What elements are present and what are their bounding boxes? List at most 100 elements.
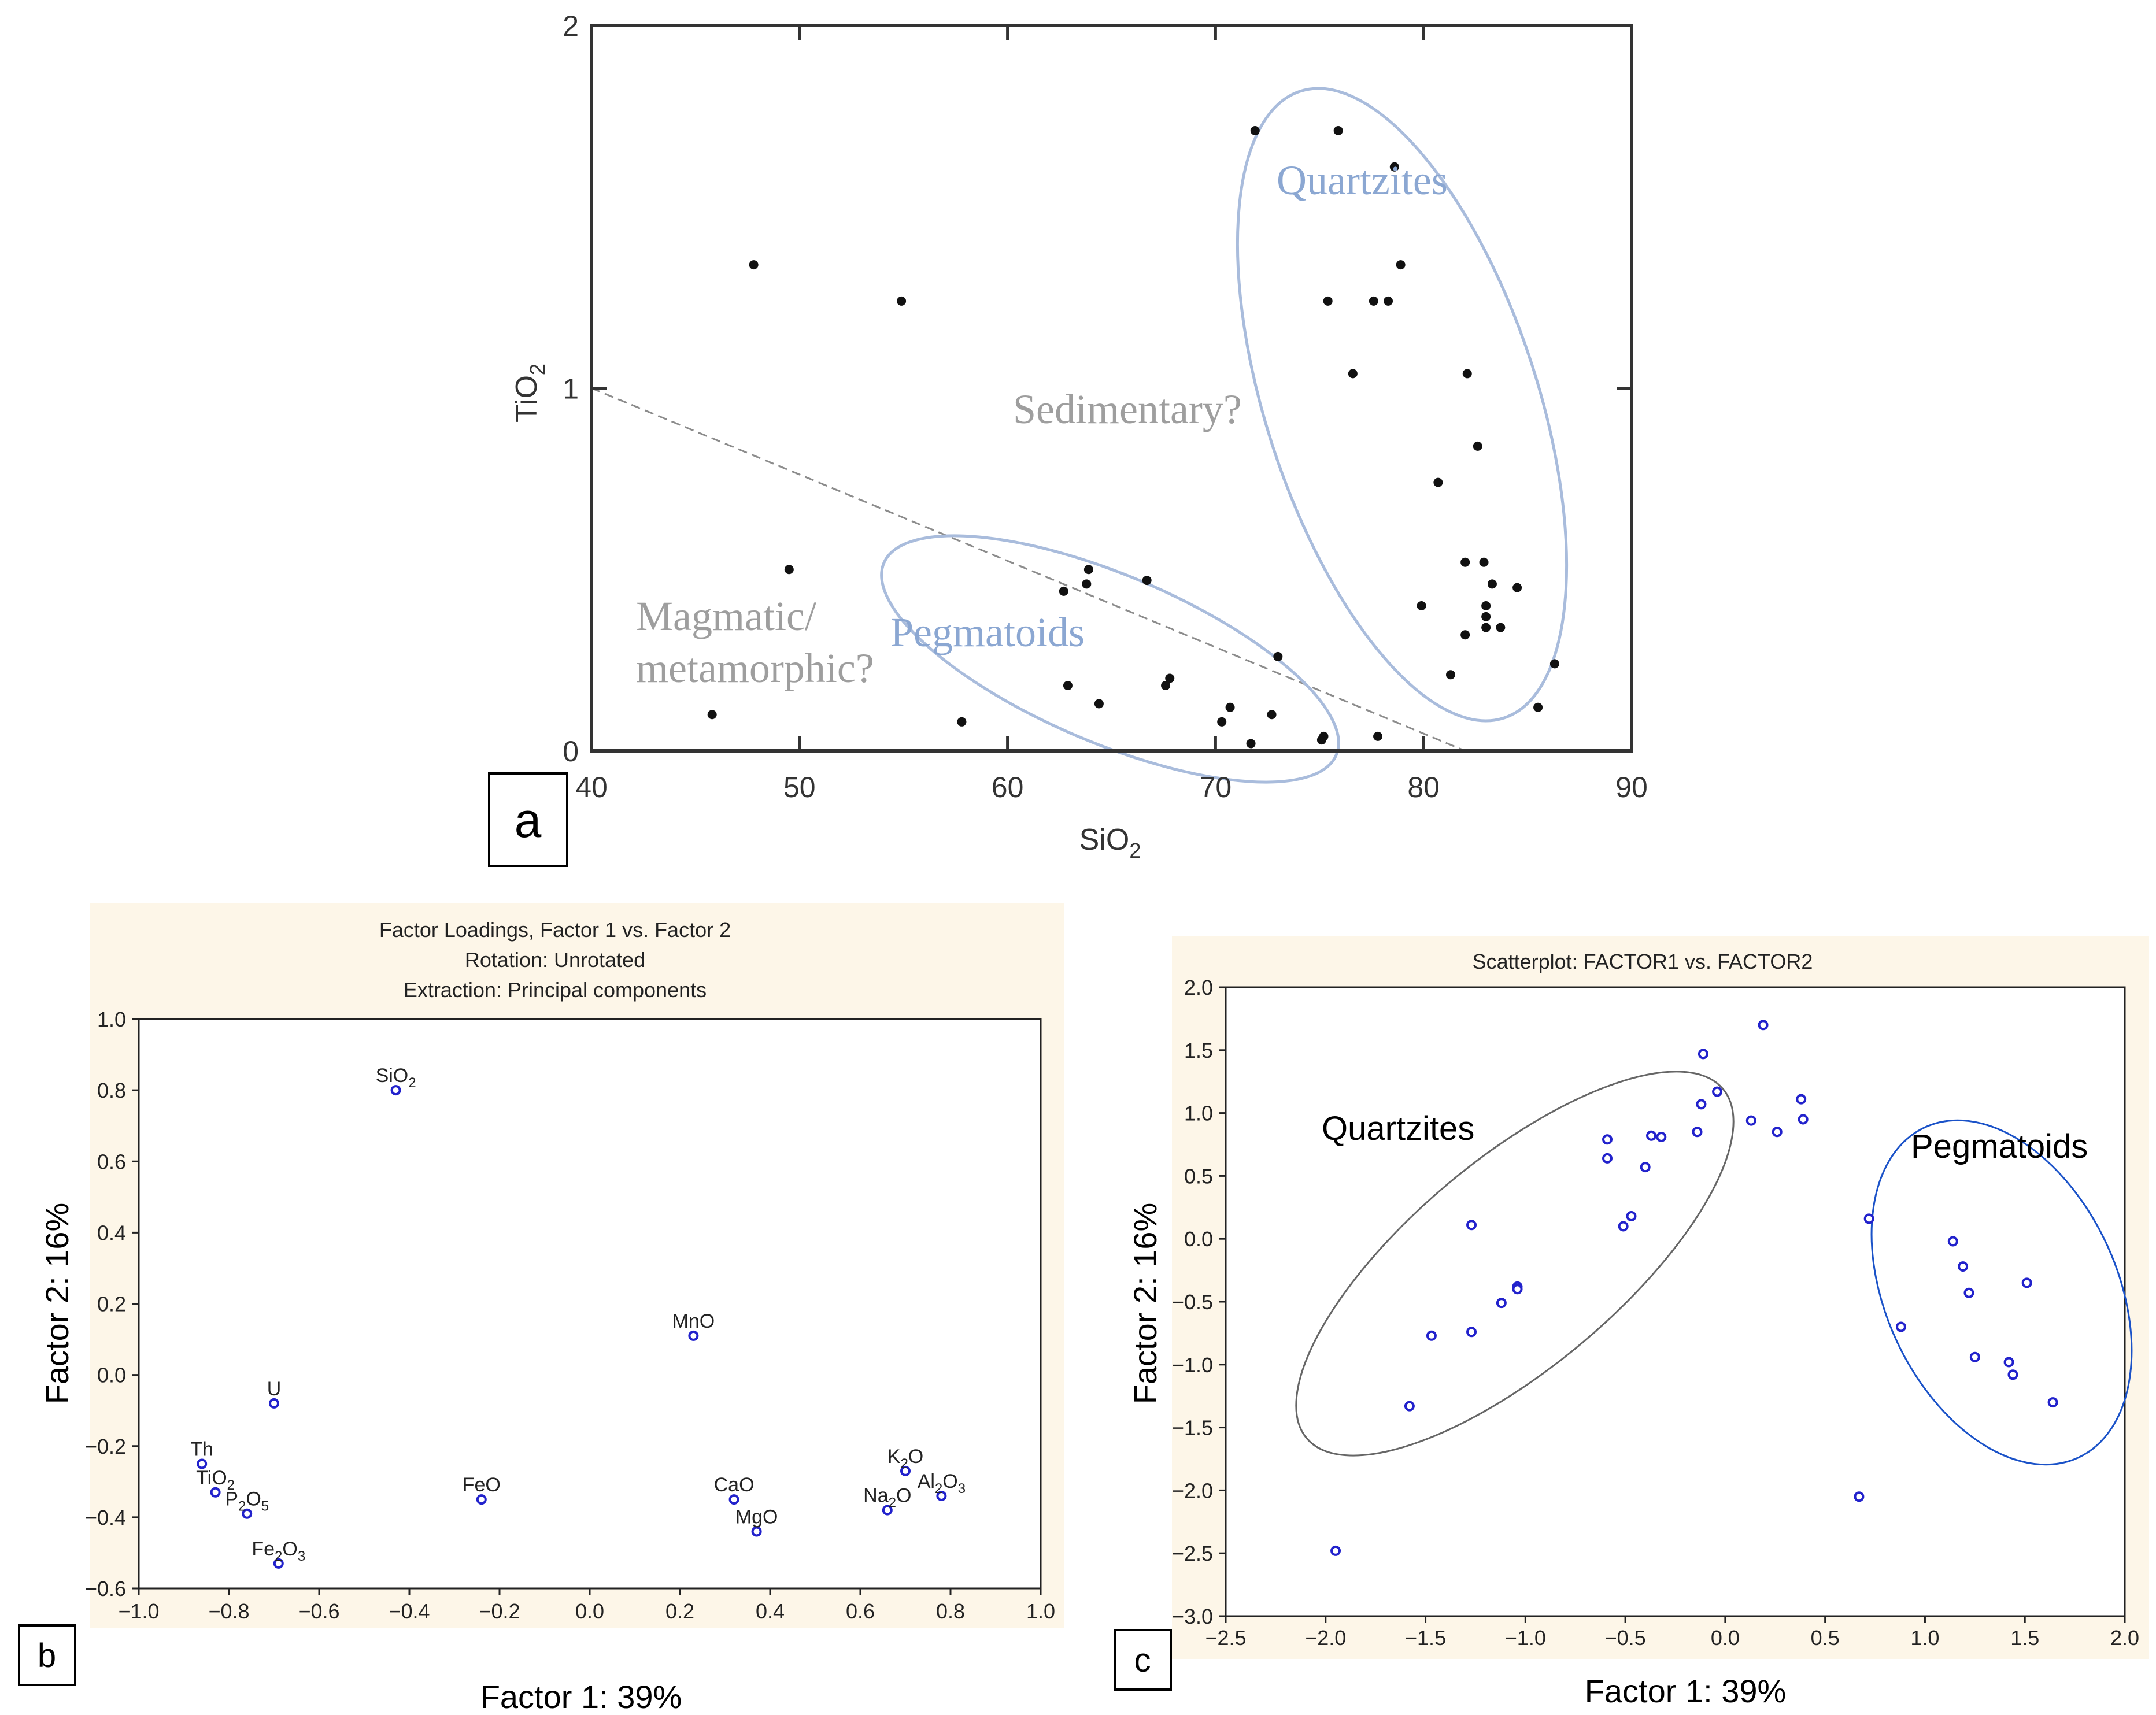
panel-a-y-axis-label: TiO2 [510, 364, 549, 423]
panel-c-x-tick-label: 1.0 [1910, 1626, 1939, 1650]
panel-c-x-tick-label: 0.5 [1811, 1626, 1840, 1650]
panel-c-data-point [1696, 1099, 1707, 1110]
panel-b-loading-label: SiO2 [376, 1065, 416, 1091]
panel-c-data-point [1698, 1049, 1708, 1060]
panel-c-y-tick-label: 1.0 [1184, 1102, 1213, 1125]
panel-a-data-point [1082, 579, 1092, 589]
panel-a-data-point [1462, 369, 1472, 379]
panel-a-data-point [1225, 702, 1235, 712]
panel-c-ticks: −2.5 −2.0 −1.5 −1.0 −0.5 0.0 0.5 1.0 1.5 2.0−3.0−… [1172, 976, 2139, 1650]
panel-c-y-axis-label: Factor 2: 16% [1127, 1203, 1163, 1405]
panel-a-y-tick-label: 2 [563, 10, 579, 42]
panel-c-y-tick-label: −3.0 [1172, 1605, 1213, 1628]
panel-a-label: a [515, 793, 542, 847]
panel-a-data-point [1333, 125, 1343, 135]
panel-c-data-point [1626, 1211, 1637, 1222]
panel-a-data-point [1094, 699, 1104, 709]
panel-a-data-point [1445, 670, 1455, 680]
panel-c-y-tick-label: 0.5 [1184, 1164, 1213, 1188]
panel-b-x-tick-label: 0.4 [756, 1599, 785, 1623]
panel-a-data-point [1165, 673, 1175, 683]
panel-a-data-point [1217, 717, 1227, 727]
panel-a-data-point [1496, 623, 1506, 632]
panel-c-pegmatoids-label: Pegmatoids [1911, 1128, 2088, 1165]
panel-c-chart: Scatterplot: FACTOR1 vs. FACTOR2 −2.5 −2.… [1114, 936, 2149, 1709]
panel-a-data-point [1487, 579, 1497, 589]
panel-a-x-tick-label: 50 [783, 771, 816, 803]
panel-c-y-tick-label: −2.0 [1172, 1479, 1213, 1502]
panel-a-data-point [749, 260, 759, 270]
panel-b-label: b [38, 1637, 56, 1675]
panel-a-data-point [1250, 125, 1260, 135]
panel-c-data-point [1863, 1213, 1874, 1224]
panel-c-quartzites-label: Quartzites [1322, 1110, 1474, 1147]
panel-a-data-point [1389, 162, 1399, 172]
panel-a-data-point [1417, 601, 1426, 610]
panel-b-loading-label: K2O [887, 1446, 924, 1472]
panel-b-loading-label: FeO [463, 1474, 501, 1496]
panel-b-y-tick-label: −0.4 [85, 1506, 126, 1529]
panel-a-data-point [1273, 651, 1283, 661]
panel-c-data-point [1512, 1284, 1523, 1295]
panel-a-data-point [957, 717, 967, 727]
panel-c-quartzites-ellipse [1295, 1071, 1735, 1457]
panel-b-loading-point [273, 1558, 284, 1569]
panel-a-ticks: 40 50 60 70 80 90 0 1 2 [563, 10, 1648, 803]
panel-b-loading-label: Na2O [863, 1485, 911, 1511]
panel-c-data-point [1656, 1131, 1667, 1142]
panel-c-x-axis-label: Factor 1: 39% [1585, 1673, 1787, 1709]
panel-a-x-tick-label: 70 [1200, 771, 1232, 803]
panel-a-data-point [1319, 731, 1329, 741]
panel-b-loading-point [728, 1494, 739, 1505]
panel-a-x-axis-label: SiO2 [1079, 823, 1141, 862]
panel-b-loading-point [900, 1465, 911, 1476]
panel-c-x-tick-label: −1.5 [1405, 1626, 1446, 1650]
panel-c-data-point [1798, 1114, 1809, 1125]
panel-a-chart: 40 50 60 70 80 90 0 1 2 SiO2 TiO2 Quartzites Sed… [488, 10, 1648, 867]
panel-a-guide-line [591, 387, 1466, 752]
panel-c-x-tick-label: 0.0 [1711, 1626, 1740, 1650]
panel-b-loading-point [751, 1526, 762, 1537]
panel-c-points [1330, 1020, 2058, 1556]
panel-b-loading-label: Th [190, 1439, 213, 1461]
panel-a-data-point [1512, 583, 1522, 592]
panel-a-x-tick-label: 80 [1407, 771, 1440, 803]
panel-b-x-tick-label: −0.6 [298, 1599, 339, 1623]
panel-a-data-point [897, 296, 907, 306]
panel-b-x-tick-label: 1.0 [1026, 1599, 1055, 1623]
panel-a-sedimentary-label: Sedimentary? [1013, 386, 1242, 432]
panel-b-loading-point [197, 1458, 208, 1469]
panel-c-data-point [2003, 1357, 2014, 1368]
panel-a-y-tick-label: 1 [563, 373, 579, 405]
panel-a-data-point [1083, 565, 1093, 575]
panel-b-loading-label: P2O5 [225, 1488, 269, 1514]
panel-a-data-point [1161, 681, 1171, 691]
panel-c-data-point [1496, 1298, 1507, 1309]
panel-a-pegmatoids-ellipse [880, 534, 1340, 784]
panel-a-quartzites-label: Quartzites [1277, 157, 1448, 203]
panel-c-data-point [1947, 1236, 1958, 1247]
panel-c-x-tick-label: 2.0 [2110, 1626, 2139, 1650]
panel-a-data-point [1533, 702, 1543, 712]
panel-b-y-tick-label: −0.2 [85, 1435, 126, 1458]
panel-a-data-point [1059, 586, 1068, 596]
panel-c-y-tick-label: −2.5 [1172, 1542, 1213, 1565]
panel-a-data-point [1323, 296, 1333, 306]
panel-c-data-point [1404, 1401, 1415, 1412]
panel-c-data-point [1602, 1153, 1613, 1164]
panel-a-data-point [1549, 659, 1559, 669]
panel-b-y-tick-label: 0.6 [97, 1150, 126, 1173]
panel-c-x-tick-label: −0.5 [1605, 1626, 1646, 1650]
panel-a-data-point [1396, 260, 1406, 270]
panel-b-loading-label: TiO2 [196, 1467, 235, 1493]
panel-c-data-point [1466, 1220, 1477, 1231]
panel-c-x-tick-label: 1.5 [2010, 1626, 2039, 1650]
panel-a-data-point [1479, 557, 1489, 567]
panel-b-ticks: −1.0 −0.8 −0.6 −0.4 −0.2 0.0 0.2 0.4 0.6 0.8 1.0 −0… [85, 1007, 1055, 1623]
panel-b-loading-label: U [267, 1378, 282, 1400]
panel-b-title-line-2: Rotation: Unrotated [465, 948, 645, 972]
panel-a-points [707, 125, 1559, 749]
panel-b-x-tick-label: 0.2 [665, 1599, 694, 1623]
panel-a-metamorphic-label: metamorphic? [636, 645, 874, 691]
